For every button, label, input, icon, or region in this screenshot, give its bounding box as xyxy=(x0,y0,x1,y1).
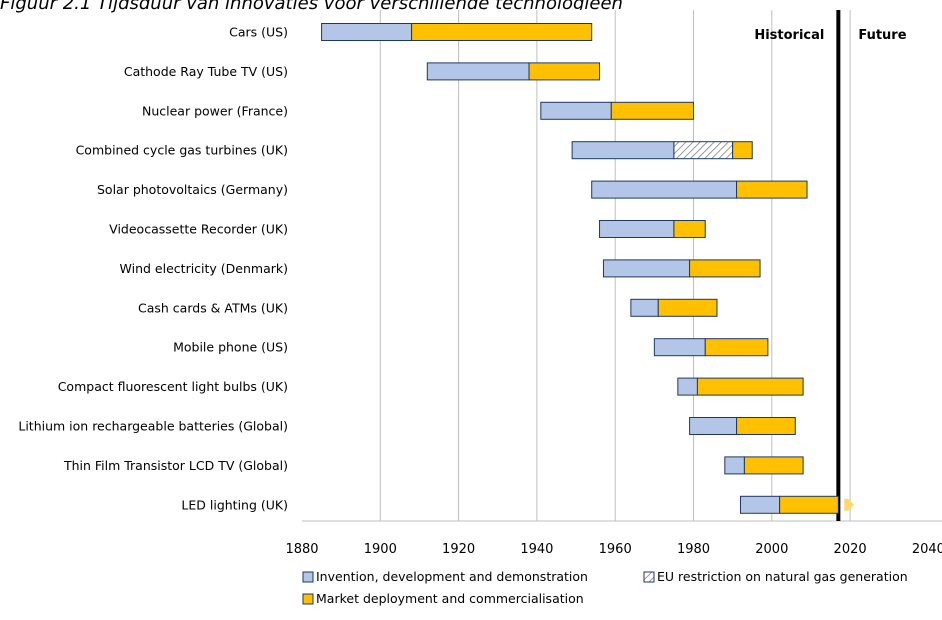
bar-market-solar-photovoltaics-germany xyxy=(736,180,808,199)
bar-invention-cathode-ray-tube-tv-us xyxy=(426,62,530,81)
category-label-cathode-ray-tube-tv-us: Cathode Ray Tube TV (US) xyxy=(124,64,288,79)
bar-invention-wind-electricity-denmark xyxy=(602,259,691,278)
x-tick-1940: 1940 xyxy=(520,542,553,557)
category-label-mobile-phone-us: Mobile phone (US) xyxy=(173,340,288,355)
category-label-solar-photovoltaics-germany: Solar photovoltaics (Germany) xyxy=(97,182,288,197)
x-tick-1980: 1980 xyxy=(677,542,710,557)
x-tick-1960: 1960 xyxy=(599,542,632,557)
x-tick-2000: 2000 xyxy=(755,542,788,557)
bar-invention-led-lighting-uk xyxy=(739,495,781,514)
category-label-led-lighting-uk: LED lighting (UK) xyxy=(181,497,288,512)
legend: Invention, development and demonstration… xyxy=(302,569,908,606)
bar-restriction-combined-cycle-gas-turbines-uk xyxy=(673,141,734,160)
bar-invention-cash-cards-atms-uk xyxy=(630,298,659,317)
bar-market-compact-fluorescent-light-bulbs-uk xyxy=(696,377,804,396)
bar-invention-combined-cycle-gas-turbines-uk xyxy=(571,141,675,160)
bar-market-combined-cycle-gas-turbines-uk xyxy=(732,141,753,160)
x-tick-2040: 2040 xyxy=(912,542,942,557)
bar-invention-cars-us xyxy=(321,23,413,41)
vertical-gridlines xyxy=(302,10,942,522)
timeline-bars xyxy=(321,23,855,514)
category-label-compact-fluorescent-light-bulbs-uk: Compact fluorescent light bulbs (UK) xyxy=(58,379,288,394)
bar-invention-mobile-phone-us xyxy=(653,338,706,357)
bar-market-wind-electricity-denmark xyxy=(689,259,761,278)
category-label-wind-electricity-denmark: Wind electricity (Denmark) xyxy=(120,261,288,276)
category-labels: Cars (US) Cathode Ray Tube TV (US) Nuclear… xyxy=(18,25,288,513)
bar-invention-compact-fluorescent-light-bulbs-uk xyxy=(677,377,698,396)
category-label-videocassette-recorder-uk: Videocassette Recorder (UK) xyxy=(109,222,288,237)
category-label-cars-us: Cars (US) xyxy=(229,25,288,40)
x-tick-1880: 1880 xyxy=(285,542,318,557)
x-tick-1920: 1920 xyxy=(442,542,475,557)
x-axis-tick-labels: 1880 1900 1920 1940 1960 1980 2000 2020 2040 xyxy=(285,542,942,557)
bar-invention-nuclear-power-france xyxy=(540,101,612,120)
bar-market-lithium-ion-rechargeable-batteries-global xyxy=(736,417,796,435)
bar-market-cars-us xyxy=(411,23,593,41)
legend-label-market: Market deployment and commercialisation xyxy=(316,591,584,606)
bar-market-cathode-ray-tube-tv-us xyxy=(528,62,601,81)
legend-label-invention: Invention, development and demonstration xyxy=(316,569,588,584)
bar-market-cash-cards-atms-uk xyxy=(657,298,718,317)
future-label: Future xyxy=(858,28,906,43)
plot-area xyxy=(263,10,942,521)
category-label-nuclear-power-france: Nuclear power (France) xyxy=(142,103,288,118)
bar-invention-lithium-ion-rechargeable-batteries-global xyxy=(689,417,738,435)
bar-invention-thin-film-transistor-lcd-tv-global xyxy=(724,456,745,475)
bar-market-mobile-phone-us xyxy=(704,338,769,357)
category-label-combined-cycle-gas-turbines-uk: Combined cycle gas turbines (UK) xyxy=(76,143,288,158)
x-tick-2020: 2020 xyxy=(834,542,867,557)
bar-invention-videocassette-recorder-uk xyxy=(599,220,675,238)
legend-swatch-invention xyxy=(302,571,314,583)
bar-invention-solar-photovoltaics-germany xyxy=(591,180,738,199)
x-tick-1900: 1900 xyxy=(364,542,397,557)
legend-swatch-market xyxy=(302,593,314,605)
category-label-lithium-ion-rechargeable-batteries-global: Lithium ion rechargeable batteries (Glob… xyxy=(18,419,288,434)
future-arrow xyxy=(844,498,855,511)
bar-market-led-lighting-uk xyxy=(779,495,839,514)
legend-label-restriction: EU restriction on natural gas generation xyxy=(657,569,908,584)
bar-market-thin-film-transistor-lcd-tv-global xyxy=(743,456,804,475)
bar-market-videocassette-recorder-uk xyxy=(673,220,706,238)
category-label-cash-cards-atms-uk: Cash cards & ATMs (UK) xyxy=(138,300,288,315)
category-label-thin-film-transistor-lcd-tv-global: Thin Film Transistor LCD TV (Global) xyxy=(63,458,288,473)
historical-label: Historical xyxy=(754,28,824,43)
bar-market-nuclear-power-france xyxy=(610,101,694,120)
legend-swatch-restriction xyxy=(643,571,655,583)
